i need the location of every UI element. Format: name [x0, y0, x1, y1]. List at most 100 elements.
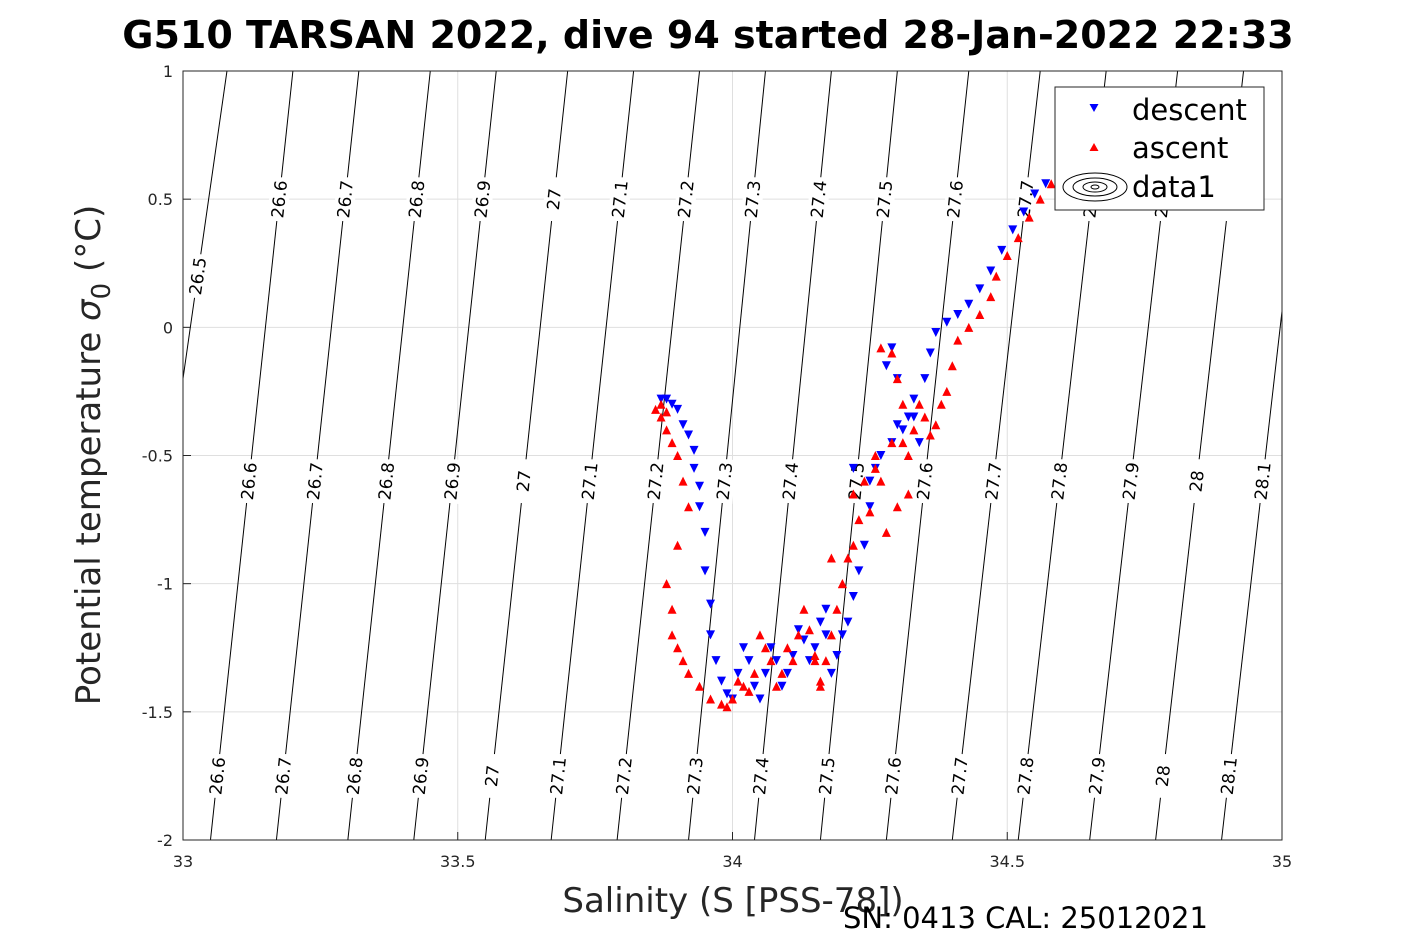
descent-marker	[706, 630, 716, 640]
descent-marker	[744, 656, 754, 666]
ascent-marker	[843, 553, 853, 563]
descent-marker	[909, 412, 919, 422]
descent-marker	[887, 343, 897, 353]
isopycnal-label-gap	[682, 753, 708, 799]
descent-marker	[782, 668, 792, 678]
ascent-marker	[656, 399, 666, 409]
isopycnal-label-gap	[814, 753, 839, 799]
descent-marker	[986, 266, 996, 276]
legend-data1-label: data1	[1132, 170, 1216, 204]
ascent-marker	[678, 656, 688, 666]
descent-marker	[821, 604, 831, 614]
isopycnal-label-gap	[439, 458, 465, 505]
descent-marker	[892, 420, 902, 430]
isopycnal-label-gap	[1184, 458, 1210, 505]
ascent-marker	[991, 271, 1001, 281]
ascent-marker	[667, 630, 677, 640]
ascent-marker	[717, 699, 727, 709]
descent-marker	[1008, 225, 1018, 235]
isopycnal-label-gap	[236, 458, 262, 505]
ascent-marker	[804, 625, 814, 635]
isopycnal-label: 27.3	[714, 461, 738, 501]
descent-marker	[925, 348, 935, 358]
isopycnal-label-gap	[545, 752, 571, 799]
ascent-marker	[876, 343, 886, 353]
isopycnal-label-gap	[479, 752, 505, 799]
descent-marker	[942, 317, 952, 327]
isopycnal-label-gap	[947, 752, 973, 799]
isopycnal-label: 26.7	[334, 179, 358, 219]
ascent-marker	[903, 489, 913, 499]
x-axis: 33 33.5 34 34.5 35	[173, 832, 1292, 871]
descent-marker	[749, 681, 759, 691]
chart-title: G510 TARSAN 2022, dive 94 started 28-Jan…	[122, 13, 1293, 57]
isopycnal-label: 26.8	[344, 756, 368, 796]
descent-marker	[997, 245, 1007, 255]
y-axis-label-symbol: σ	[69, 298, 109, 321]
y-axis-label-main: Potential temperature	[69, 321, 109, 705]
descent-marker	[876, 451, 886, 460]
ascent-marker	[733, 676, 743, 686]
isopycnal-label: 27.2	[613, 756, 637, 796]
y-tick-label: -0.5	[142, 447, 173, 466]
ascent-marker	[793, 630, 803, 640]
ascent-marker	[865, 507, 875, 517]
descent-marker	[684, 430, 694, 440]
x-tick-label: 33.5	[440, 852, 476, 871]
descent-marker	[848, 463, 858, 473]
isopycnal-label-gap	[1250, 458, 1276, 505]
descent-marker	[733, 668, 743, 678]
ascent-marker	[964, 322, 974, 332]
legend-descent-label: descent	[1132, 93, 1247, 127]
ascent-marker	[744, 686, 754, 696]
ascent-marker	[870, 463, 880, 473]
isopycnal-label-gap	[1046, 458, 1072, 505]
ascent-marker	[898, 438, 908, 448]
ascent-marker	[870, 451, 880, 460]
isopycnal-label-gap	[302, 458, 328, 505]
y-axis-label-subscript: 0	[87, 283, 117, 300]
descent-marker	[826, 668, 836, 678]
isopycnal-label: 27.9	[1120, 461, 1144, 501]
isopycnal-label: 27	[482, 764, 504, 788]
ascent-marker	[782, 643, 792, 653]
descent-marker	[975, 284, 985, 294]
ascent-marker	[821, 656, 831, 666]
descent-marker	[865, 502, 875, 512]
ascent-marker	[695, 681, 705, 691]
ascent-marker	[706, 694, 716, 704]
descent-marker	[755, 694, 765, 704]
ascent-marker	[673, 540, 683, 550]
descent-marker	[771, 656, 781, 666]
isopycnal-label: 27.5	[874, 179, 898, 219]
ascent-marker	[684, 668, 694, 678]
isopycnal-label: 27.6	[914, 461, 938, 501]
descent-marker	[881, 361, 891, 371]
isopycnal-label: 27	[544, 187, 566, 211]
isopycnal-label: 26.6	[238, 461, 262, 501]
isopycnal-label: 26.7	[304, 461, 328, 501]
y-tick-label: -1.5	[142, 703, 173, 722]
ascent-marker	[777, 668, 787, 678]
descent-marker	[760, 668, 770, 678]
isopycnal-label-gap	[740, 176, 765, 223]
ascent-marker	[986, 292, 996, 302]
isopycnal-label-gap	[712, 458, 737, 505]
descent-marker	[656, 394, 666, 404]
isopycnal-label-gap	[266, 176, 292, 223]
isopycnal-label-gap	[577, 458, 602, 505]
descent-marker	[667, 399, 677, 409]
isopycnal-label: 26.8	[375, 461, 399, 501]
descent-marker	[1041, 179, 1051, 189]
ascent-marker	[920, 412, 930, 422]
descent-marker	[1030, 189, 1040, 199]
isopycnal-label-gap	[374, 458, 399, 505]
isopycnal-label: 28	[1186, 469, 1208, 493]
ascent-marker	[728, 694, 737, 704]
ascent-series	[651, 179, 1056, 712]
isopycnal-label-gap	[511, 458, 536, 505]
isopycnal-label-gap	[806, 176, 831, 223]
isopycnal-line	[183, 71, 228, 383]
ascent-marker	[953, 335, 963, 345]
